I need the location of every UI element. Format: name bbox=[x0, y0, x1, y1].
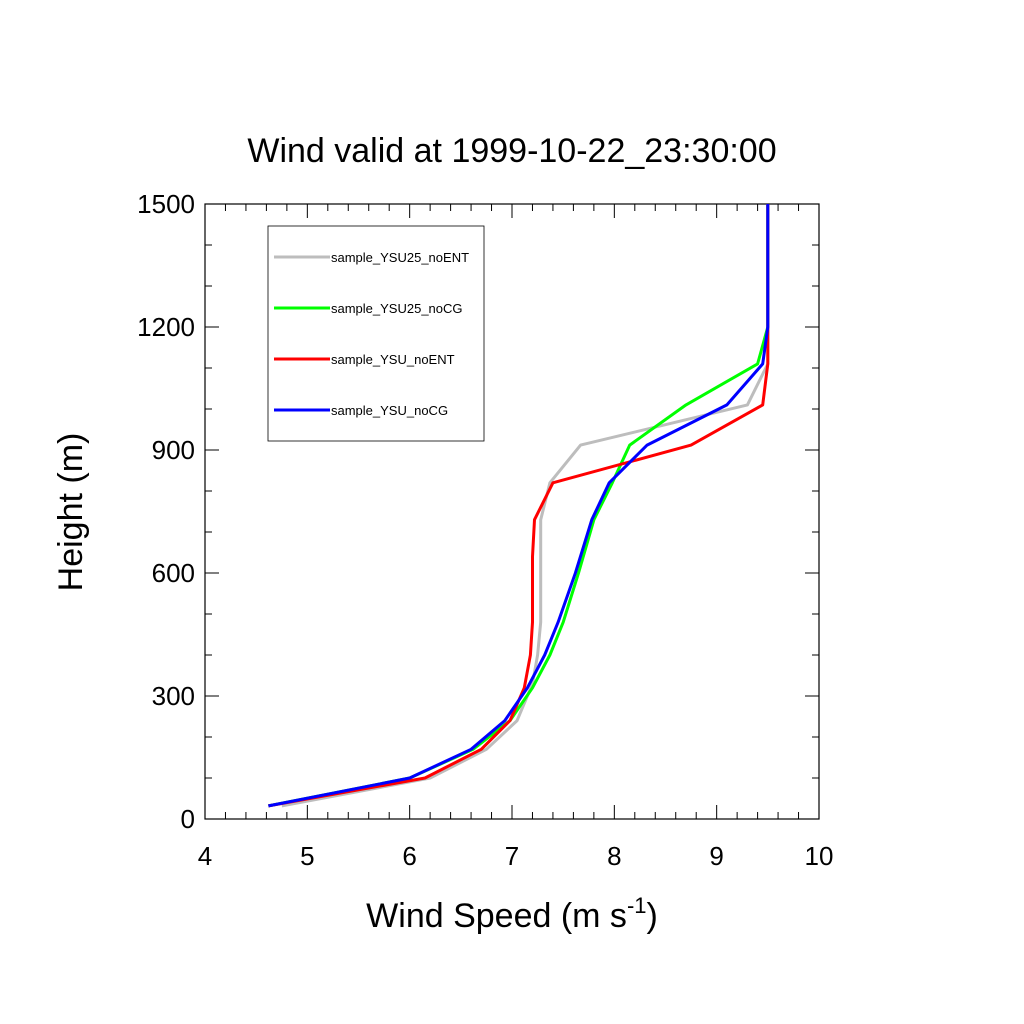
legend-label-3: sample_YSU_noCG bbox=[331, 403, 448, 418]
legend-label-1: sample_YSU25_noCG bbox=[331, 301, 463, 316]
y-tick-label: 300 bbox=[152, 681, 195, 711]
x-tick-label: 5 bbox=[300, 841, 314, 871]
x-tick-label: 7 bbox=[505, 841, 519, 871]
x-tick-label: 6 bbox=[402, 841, 416, 871]
x-tick-label: 8 bbox=[607, 841, 621, 871]
x-axis-label-superscript: -1 bbox=[627, 893, 647, 918]
x-tick-label: 4 bbox=[198, 841, 212, 871]
series-line-3 bbox=[268, 204, 770, 808]
legend-label-0: sample_YSU25_noENT bbox=[331, 250, 469, 265]
x-axis-label-main: Wind Speed (m s bbox=[366, 897, 627, 935]
legend: sample_YSU25_noENT sample_YSU25_noCGsampl… bbox=[267, 225, 485, 442]
series-line-2 bbox=[268, 204, 770, 808]
x-axis-label: Wind Speed (m s-1) bbox=[366, 893, 658, 935]
series-group bbox=[268, 204, 770, 808]
y-tick-label: 0 bbox=[181, 804, 195, 834]
y-axis-label: Height (m) bbox=[52, 433, 90, 592]
axes-group: 4 5 6 7 8 9 10 0 300 600 900 1200 1500 bbox=[137, 189, 833, 871]
y-tick-label: 600 bbox=[152, 558, 195, 588]
chart-title: Wind valid at 1999-10-22_23:30:00 bbox=[247, 132, 776, 170]
y-tick-label: 900 bbox=[152, 435, 195, 465]
series-line-1 bbox=[268, 204, 770, 808]
legend-label-2: sample_YSU_noENT bbox=[331, 352, 455, 367]
series-line-0 bbox=[281, 204, 770, 808]
x-tick-label: 9 bbox=[709, 841, 723, 871]
y-tick-label: 1500 bbox=[137, 189, 195, 219]
x-tick-label: 10 bbox=[805, 841, 834, 871]
x-axis-label-suffix: ) bbox=[647, 897, 658, 935]
legend-box bbox=[267, 225, 485, 442]
y-tick-label: 1200 bbox=[137, 312, 195, 342]
